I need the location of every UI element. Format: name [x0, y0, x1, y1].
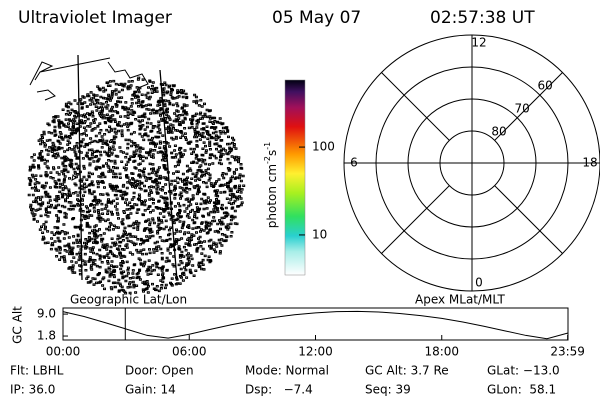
panel-label: Geographic Lat/Lon	[70, 293, 187, 307]
status-field: Seq: 39	[365, 383, 411, 397]
status-field: Dsp: −7.4	[245, 383, 313, 397]
label-part: -1	[263, 142, 272, 150]
status-field: Door: Open	[125, 364, 194, 378]
altitude-curve	[62, 310, 569, 340]
mlat-label: 60	[537, 78, 552, 92]
polar-spoke	[381, 185, 450, 254]
y-tick-label: 9.0	[37, 307, 56, 321]
label-part: -2	[263, 156, 272, 164]
polar-spoke	[494, 185, 563, 254]
status-field: Flt: LBHL	[10, 364, 64, 378]
polar-spoke	[494, 72, 563, 141]
colorbar-label: photon cm-2s-1	[263, 142, 279, 229]
colorbar	[284, 79, 306, 276]
x-tick-label: 18:00	[424, 345, 459, 359]
status-field: GLon: 58.1	[487, 383, 556, 397]
label-part: s	[265, 150, 279, 156]
polar-spoke	[381, 72, 450, 141]
x-tick-label: 12:00	[298, 345, 333, 359]
label-part: photon cm	[265, 164, 279, 228]
longitude-lines	[77, 54, 178, 281]
x-tick-label: 06:00	[172, 345, 207, 359]
mlat-label: 70	[514, 101, 529, 115]
status-field: GC Alt: 3.7 Re	[365, 364, 449, 378]
status-field: Gain: 14	[125, 383, 176, 397]
status-field: Mode: Normal	[245, 364, 329, 378]
colorbar-tick-label: 100	[312, 140, 335, 154]
status-field: IP: 36.0	[10, 383, 55, 397]
y-tick-label: 1.8	[37, 329, 56, 343]
mlt-label: 18	[582, 156, 597, 170]
date: 05 May 07	[272, 8, 361, 28]
panel-label: Apex MLat/MLT	[415, 293, 505, 307]
x-tick-label: 23:59	[550, 345, 585, 359]
time: 02:57:38 UT	[430, 8, 535, 28]
mlat-label: 80	[491, 124, 506, 138]
x-tick-label: 00:00	[46, 345, 81, 359]
image-pixels	[27, 76, 246, 295]
title: Ultraviolet Imager	[18, 8, 172, 28]
colorbar-tick-label: 10	[312, 227, 327, 241]
mlt-label: 6	[350, 156, 358, 170]
mlt-label: 0	[475, 276, 483, 290]
coastline	[29, 57, 149, 181]
status-field: GLat: −13.0	[487, 364, 560, 378]
geographic-image	[27, 76, 246, 295]
y-axis-label: GC Alt	[11, 306, 25, 344]
mlt-label: 12	[471, 36, 486, 50]
